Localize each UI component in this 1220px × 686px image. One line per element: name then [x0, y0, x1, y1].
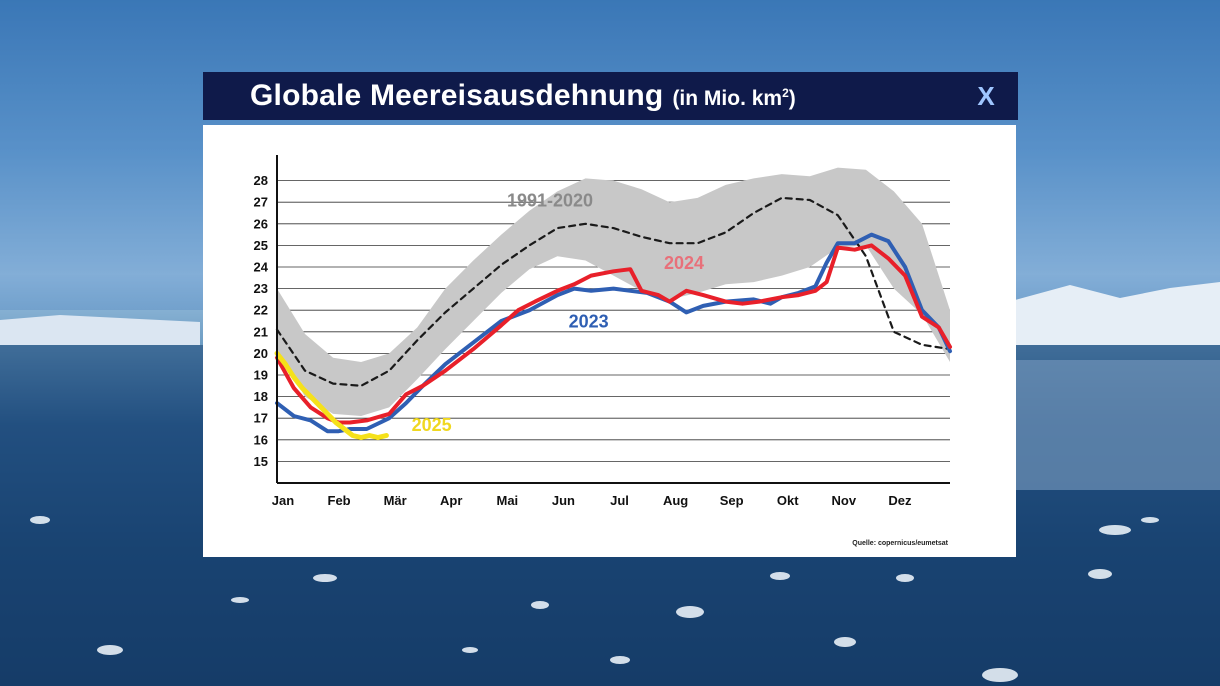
- annotation-2025: 2025: [412, 415, 452, 435]
- x-tick-label-jun: Jun: [552, 493, 575, 508]
- series-line-1991-2020: [275, 196, 952, 387]
- x-tick-label-sep: Sep: [720, 493, 744, 508]
- y-tick-label-23: 23: [254, 281, 268, 296]
- x-tick-label-nov: Nov: [832, 493, 857, 508]
- x-tick-label-jul: Jul: [610, 493, 629, 508]
- x-tick-label-okt: Okt: [777, 493, 799, 508]
- unit-suffix: ): [788, 86, 796, 110]
- chart-unit: (in Mio. km2): [672, 86, 795, 111]
- axes: [276, 155, 950, 484]
- annotation-2023: 2023: [569, 311, 609, 331]
- y-tick-label-24: 24: [254, 260, 269, 275]
- y-tick-label-27: 27: [254, 195, 268, 210]
- y-tick-label-22: 22: [254, 303, 268, 318]
- y-tick-label-25: 25: [254, 238, 268, 253]
- y-tick-label-16: 16: [254, 432, 268, 447]
- y-tick-label-26: 26: [254, 216, 268, 231]
- y-tick-label-28: 28: [254, 173, 268, 188]
- x-tick-label-mär: Mär: [384, 493, 407, 508]
- x-tick-label-jan: Jan: [272, 493, 294, 508]
- source-note: Quelle: copernicus/eumetsat: [852, 540, 948, 547]
- series-lines: [274, 196, 952, 441]
- close-button[interactable]: X: [977, 81, 995, 111]
- y-tick-label-20: 20: [254, 346, 268, 361]
- y-tick-label-17: 17: [254, 411, 268, 426]
- range-band-1991-2020: [277, 167, 950, 416]
- series-annotations: 1991-2020 2024 2023 2025: [412, 191, 704, 436]
- unit-prefix: (in Mio. km: [672, 86, 783, 110]
- y-tick-label-19: 19: [254, 368, 268, 383]
- sea-ice-chart: 15 16 17 18 19 20 21 22 23 24 25 26 27 28 Jan Feb Mär Ap…: [254, 155, 952, 508]
- chart-title-bar: Globale Meereisausdehnung (in Mio. km2) …: [203, 72, 1018, 120]
- series-line-2024: [275, 243, 952, 425]
- x-tick-label-apr: Apr: [440, 493, 462, 508]
- annotation-1991-2020: 1991-2020: [507, 191, 593, 211]
- y-tick-labels: 15 16 17 18 19 20 21 22 23 24 25 26 27 28: [254, 173, 269, 469]
- chart-panel: 15 16 17 18 19 20 21 22 23 24 25 26 27 28 Jan Feb Mär Ap…: [203, 125, 1016, 557]
- x-tick-label-mai: Mai: [496, 493, 518, 508]
- y-tick-label-15: 15: [254, 454, 268, 469]
- x-tick-label-dez: Dez: [888, 493, 912, 508]
- y-tick-label-18: 18: [254, 389, 268, 404]
- x-tick-label-feb: Feb: [328, 493, 351, 508]
- range-band-group: [277, 167, 950, 416]
- series-line-2025: [274, 350, 389, 441]
- y-tick-label-21: 21: [254, 324, 268, 339]
- x-tick-labels: Jan Feb Mär Apr Mai Jun Jul Aug Sep Okt Nov Dez: [272, 493, 912, 508]
- chart-title: Globale Meereisausdehnung: [250, 79, 664, 112]
- annotation-2024: 2024: [664, 253, 704, 273]
- x-tick-label-aug: Aug: [663, 493, 688, 508]
- unit-superscript: 2: [782, 85, 789, 100]
- series-line-2023: [275, 232, 952, 434]
